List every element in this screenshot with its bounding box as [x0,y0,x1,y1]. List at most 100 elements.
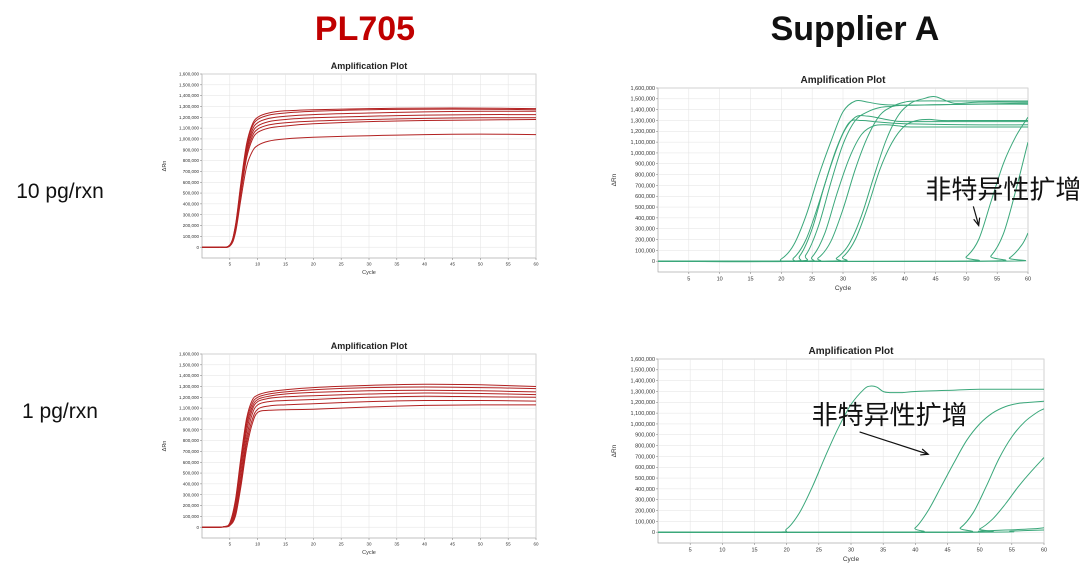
x-tick-label: 30 [840,277,846,283]
y-tick-label: 1,200,000 [631,400,655,406]
y-tick-label: 1,000,000 [631,151,655,157]
chart-title: Amplification Plot [801,75,887,86]
y-tick-label: 800,000 [635,444,655,450]
x-tick-label: 10 [719,548,725,554]
y-tick-label: 1,300,000 [631,389,655,395]
annotation-arrowhead [920,448,930,456]
y-tick-label: 500,000 [183,471,200,476]
x-tick-label: 45 [450,262,456,267]
y-tick-label: 0 [196,245,199,250]
y-tick-label: 400,000 [183,201,200,206]
y-tick-label: 800,000 [183,158,200,163]
x-tick-label: 20 [311,542,317,547]
series-line-1 [658,385,1044,533]
y-tick-label: 600,000 [183,460,200,465]
x-tick-label: 25 [816,548,822,554]
x-axis-label: Cycle [362,550,376,556]
amplification-plot-supplier-1pg: Amplification Plot 0 100,000 200,000 300,000… [611,346,1047,563]
amplification-plot-pl705-1pg: Amplification Plot 0 100,000 200,000 300,000… [162,341,539,556]
x-tick-label: 40 [422,542,428,547]
y-tick-label: 200,000 [183,503,200,508]
x-tick-label: 15 [751,548,757,554]
x-tick-label: 60 [1025,277,1031,283]
series-line-4 [658,102,1028,263]
x-tick-label: 25 [809,277,815,283]
y-tick-label: 1,400,000 [179,93,200,98]
x-tick-label: 50 [478,262,484,267]
y-tick-label: 1,500,000 [179,82,200,87]
x-tick-label: 35 [880,548,886,554]
y-tick-label: 1,400,000 [179,373,200,378]
y-axis-label: ΔRn [611,173,618,186]
y-tick-label: 1,400,000 [631,108,655,114]
y-tick-label: 500,000 [183,191,200,196]
y-tick-label: 0 [652,259,655,265]
annotation-arrow [859,431,929,455]
y-tick-label: 700,000 [183,449,200,454]
y-tick-label: 800,000 [183,438,200,443]
y-tick-label: 200,000 [183,223,200,228]
y-tick-label: 900,000 [635,433,655,439]
x-tick-label: 20 [784,548,790,554]
y-tick-label: 1,600,000 [631,357,655,363]
y-tick-label: 1,300,000 [179,104,200,109]
y-tick-label: 1,600,000 [179,72,200,77]
x-tick-label: 60 [1041,548,1047,554]
y-tick-label: 1,300,000 [631,118,655,124]
x-tick-label: 40 [902,277,908,283]
x-tick-label: 35 [394,542,400,547]
x-tick-label: 35 [394,262,400,267]
x-tick-label: 5 [689,548,692,554]
y-tick-label: 900,000 [183,147,200,152]
x-tick-label: 50 [963,277,969,283]
y-tick-label: 1,000,000 [631,422,655,428]
amplification-plot-supplier-10pg: Amplification Plot 0 100,000 200,000 300,000… [611,75,1080,292]
y-tick-label: 500,000 [635,205,655,211]
x-tick-label: 25 [339,542,345,547]
y-tick-label: 200,000 [635,508,655,514]
x-tick-label: 55 [1009,548,1015,554]
y-tick-label: 1,500,000 [631,97,655,103]
y-tick-label: 300,000 [635,498,655,504]
annotation-arrow [972,206,980,226]
x-tick-label: 20 [311,262,317,267]
y-tick-label: 300,000 [635,227,655,233]
series-line-5 [658,124,1028,263]
y-tick-label: 1,100,000 [631,411,655,417]
y-tick-label: 1,100,000 [179,406,200,411]
x-tick-label: 30 [366,262,372,267]
y-tick-label: 100,000 [635,248,655,254]
series-group [202,107,536,248]
series-group [658,385,1044,534]
y-tick-label: 300,000 [183,212,200,217]
y-tick-label: 700,000 [183,169,200,174]
y-tick-label: 1,200,000 [179,395,200,400]
annotation-label: 非特异性扩增 [925,174,1080,204]
x-tick-label: 55 [506,262,512,267]
annotation-arrowhead [973,217,981,227]
y-tick-label: 600,000 [183,180,200,185]
x-tick-label: 10 [717,277,723,283]
y-tick-label: 800,000 [635,173,655,179]
x-tick-label: 45 [944,548,950,554]
y-tick-label: 400,000 [635,216,655,222]
x-tick-label: 40 [422,262,428,267]
y-tick-label: 0 [652,530,655,536]
x-tick-label: 55 [506,542,512,547]
y-tick-label: 300,000 [183,492,200,497]
x-axis-label: Cycle [835,285,852,292]
chart-title: Amplification Plot [331,61,408,71]
y-tick-label: 1,400,000 [631,379,655,385]
y-tick-label: 100,000 [183,234,200,239]
series-line-7 [658,96,1028,262]
series-line-2 [658,400,1044,534]
x-tick-label: 5 [229,262,232,267]
annotation-label: 非特异性扩增 [812,400,968,430]
series-line-7 [202,133,536,248]
chart-title: Amplification Plot [331,341,408,351]
x-tick-label: 30 [848,548,854,554]
y-tick-label: 700,000 [635,183,655,189]
y-tick-label: 600,000 [635,465,655,471]
x-tick-label: 60 [533,542,539,547]
y-tick-label: 1,600,000 [179,352,200,357]
